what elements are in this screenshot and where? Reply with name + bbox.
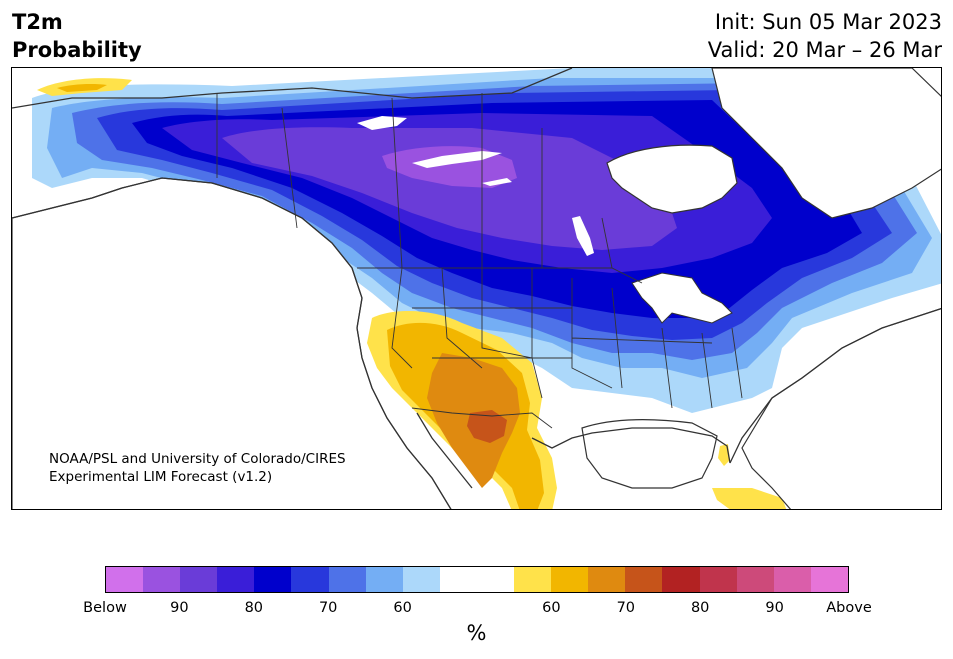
colorbar-cell (514, 567, 552, 592)
gulf-of-mexico (581, 419, 718, 489)
colorbar-tick-label: 90 (765, 600, 784, 616)
data-credit: NOAA/PSL and University of Colorado/CIRE… (49, 450, 346, 486)
coastlines (12, 68, 941, 509)
init-date: Init: Sun 05 Mar 2023 (714, 10, 942, 34)
colorbar-cell (143, 567, 181, 592)
colorbar-tick-label: 90 (170, 600, 189, 616)
lake-winnipeg (572, 216, 594, 256)
gulf-coast (531, 427, 731, 464)
map-svg (12, 68, 941, 509)
great-lakes (631, 272, 733, 324)
colorbar-tick-label: 70 (318, 600, 338, 616)
colorbar-cell (328, 567, 366, 592)
colorbar-cell (439, 567, 477, 592)
colorbar-cell (736, 567, 774, 592)
prob-band-90-below (222, 127, 677, 250)
colorbar-cell (106, 567, 144, 592)
forecast-dates: Init: Sun 05 Mar 2023 Valid: 20 Mar – 26… (708, 8, 942, 64)
prob-band-alaska-warm-60 (57, 84, 107, 92)
pacific-coast (12, 177, 452, 509)
colorbar-tick-label: 60 (542, 600, 561, 616)
colorbar-cell (551, 567, 589, 592)
probability-colorbar (105, 566, 849, 593)
credit-line-1: NOAA/PSL and University of Colorado/CIRE… (49, 451, 346, 467)
colorbar-tick-label: 60 (393, 600, 412, 616)
colorbar-cell (810, 567, 848, 592)
map-panel (11, 67, 942, 510)
colorbar-cell (254, 567, 292, 592)
map-title: T2m Probability (12, 8, 142, 64)
colorbar-unit: % (466, 621, 487, 645)
prob-band-cuba (712, 488, 787, 509)
colorbar-tick-label: 70 (616, 600, 636, 616)
valid-range: Valid: 20 Mar – 26 Mar (707, 38, 942, 62)
colorbar-cell (291, 567, 329, 592)
great-bear-lake (357, 116, 407, 130)
colorbar-cell (699, 567, 737, 592)
canada-province-lines (216, 93, 613, 269)
colorbar-cell (476, 567, 515, 592)
baja-california (416, 412, 473, 489)
colorbar-cell (625, 567, 663, 592)
atlantic-coast (729, 307, 941, 464)
colorbar-cell (180, 567, 218, 592)
colorbar-cell (365, 567, 403, 592)
colorbar-tick-label: Above (826, 600, 872, 616)
greenland (711, 68, 941, 219)
prob-band-75-above (467, 410, 507, 443)
colorbar-tick-label: 80 (244, 600, 264, 616)
political-borders (216, 93, 743, 429)
us-mexico-border (411, 407, 553, 429)
lake-athabasca (482, 178, 512, 186)
land-features (12, 68, 941, 509)
arctic-coast (12, 68, 573, 109)
hudson-bay (606, 144, 738, 214)
colorbar-cell (402, 567, 440, 592)
colorbar-ticks: Below 90 80 70 60 60 70 80 90 Above (0, 600, 953, 620)
colorbar-cell (217, 567, 255, 592)
colorbar-cell (662, 567, 700, 592)
great-slave-lake (412, 151, 502, 168)
title-line-1: T2m (12, 10, 63, 34)
colorbar-tick-label: 80 (690, 600, 710, 616)
colorbar-cell (588, 567, 626, 592)
colorbar-cell (773, 567, 811, 592)
credit-line-2: Experimental LIM Forecast (v1.2) (49, 469, 273, 485)
colorbar-tick-label: Below (83, 600, 127, 616)
us-state-lines (391, 267, 743, 409)
title-line-2: Probability (12, 38, 142, 62)
